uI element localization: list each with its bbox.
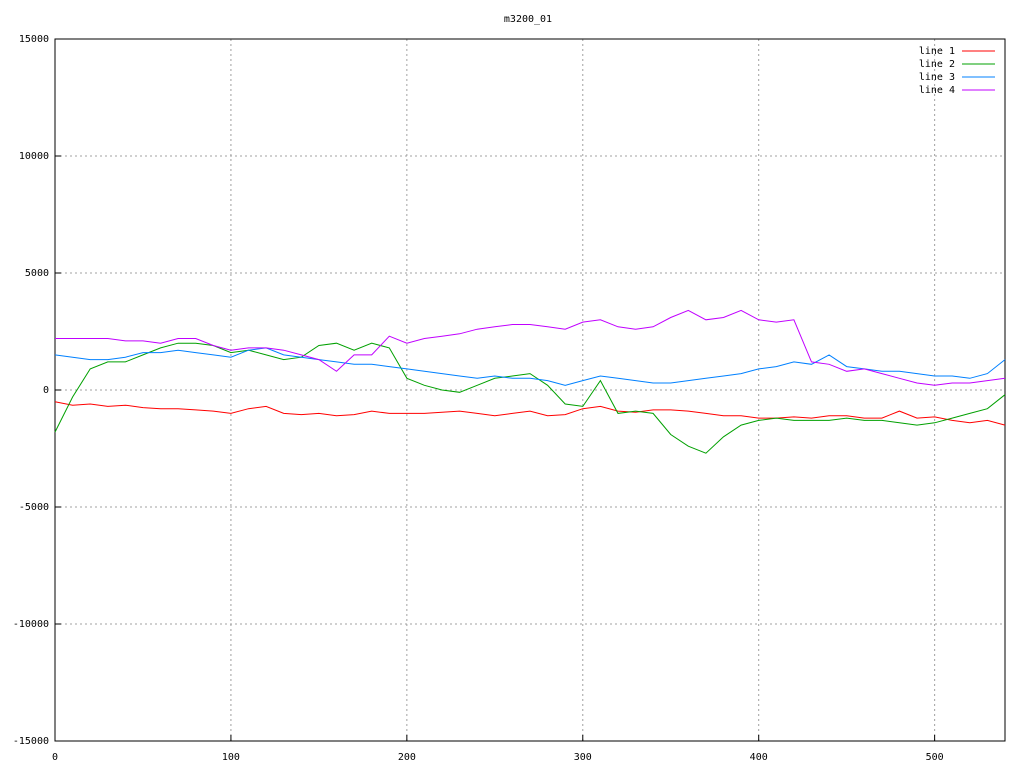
x-tick-label: 300 — [574, 752, 592, 763]
plot-frame — [54, 38, 1006, 742]
x-tick-label: 500 — [926, 752, 944, 763]
series-line — [54, 347, 1006, 386]
x-tick-label: 100 — [222, 752, 240, 763]
y-tick-label: -15000 — [13, 736, 49, 747]
chart-title: m3200_01 — [504, 14, 552, 25]
y-tick-label: 5000 — [25, 268, 49, 279]
y-tick-label: -10000 — [13, 619, 49, 630]
legend-label: line 2 — [919, 59, 955, 70]
y-tick-label: 15000 — [19, 34, 49, 45]
x-tick-label: 400 — [750, 752, 768, 763]
series-line — [54, 401, 1006, 426]
y-tick-label: 10000 — [19, 151, 49, 162]
x-tick-label: 200 — [398, 752, 416, 763]
series-line — [55, 309, 1006, 386]
legend-label: line 3 — [919, 72, 955, 83]
legend-label: line 1 — [919, 46, 955, 57]
x-tick-label: 0 — [52, 752, 58, 763]
legend-label: line 4 — [919, 85, 955, 96]
y-tick-label: 0 — [43, 385, 49, 396]
y-tick-label: -5000 — [19, 502, 49, 513]
